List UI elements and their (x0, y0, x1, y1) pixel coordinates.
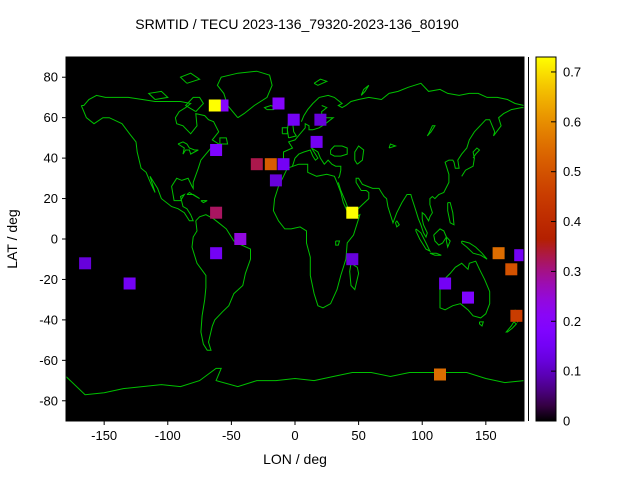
y-tick-label: -40 (39, 312, 58, 327)
data-point (210, 206, 223, 219)
coastline (394, 220, 400, 228)
colorbar-border (535, 56, 557, 422)
colorbar-tick-label: 0.3 (563, 264, 581, 279)
data-point (434, 368, 446, 381)
x-tick-label: 100 (411, 428, 433, 443)
colorbar (536, 57, 556, 421)
colorbar-tick-label: 0.2 (563, 314, 581, 329)
data-point (208, 99, 221, 112)
data-point (346, 206, 359, 219)
colorbar-tick-label: 0.7 (563, 64, 581, 79)
colorbar-tick-label: 0.5 (563, 164, 581, 179)
coastline (439, 260, 491, 319)
data-point (514, 249, 524, 262)
data-point (264, 158, 277, 171)
x-tick-label: -50 (222, 428, 241, 443)
data-point (505, 263, 518, 276)
coastline (191, 214, 251, 351)
data-point (272, 97, 285, 110)
coastline (219, 137, 229, 145)
coastline (272, 163, 361, 309)
data-point (250, 158, 263, 171)
data-point (210, 247, 223, 260)
coastline (330, 145, 348, 157)
coastline (186, 191, 200, 200)
y-tick-label: 20 (44, 191, 58, 206)
coastline (461, 240, 488, 260)
data-point (123, 277, 136, 290)
x-tick-label: 0 (291, 428, 298, 443)
coastline (300, 82, 524, 122)
chart-title: SRMTID / TECU 2023-136_79320-2023-136_80… (135, 16, 459, 32)
colorbar-tick-label: 0.1 (563, 364, 581, 379)
coastline (281, 127, 288, 135)
y-tick-label: -60 (39, 353, 58, 368)
data-point (287, 113, 300, 126)
coastline (461, 147, 481, 177)
data-point (492, 247, 505, 260)
coastline (184, 96, 205, 113)
x-tick-label: -150 (91, 428, 117, 443)
x-tick-label: 150 (475, 428, 497, 443)
y-tick-label: -80 (39, 393, 58, 408)
coastline (349, 262, 360, 291)
data-point (234, 233, 247, 245)
coastline (433, 228, 447, 246)
coastline (313, 78, 329, 86)
coastline (388, 143, 398, 149)
data-point (346, 253, 359, 266)
coastline (179, 72, 201, 84)
data-point (439, 277, 452, 290)
data-point (310, 135, 323, 148)
coastline (335, 240, 341, 246)
coastline (80, 94, 220, 222)
coastline (505, 321, 518, 333)
coastline (354, 145, 365, 165)
y-tick-label: 60 (44, 110, 58, 125)
x-tick-label: -100 (155, 428, 181, 443)
data-point (510, 309, 523, 322)
coastline (429, 252, 442, 256)
coastline (360, 84, 370, 96)
coastline (447, 202, 455, 226)
data-point (269, 174, 282, 187)
x-axis-label: LON / deg (263, 451, 327, 467)
coastline (426, 125, 436, 137)
coastline (200, 200, 208, 204)
map-background (66, 57, 524, 421)
coastline (479, 321, 484, 327)
data-point (210, 144, 223, 156)
coastline (292, 147, 342, 179)
data-point (277, 158, 290, 171)
data-point (462, 291, 474, 304)
y-axis-label: LAT / deg (4, 209, 20, 268)
coastline (147, 90, 169, 100)
y-tick-label: 0 (51, 232, 58, 247)
colorbar-tick-label: 0 (563, 414, 570, 429)
coastline (177, 141, 199, 155)
data-point (79, 257, 92, 270)
x-tick-label: 50 (351, 428, 365, 443)
coastline (445, 236, 451, 249)
colorbar-tick-label: 0.4 (563, 214, 581, 229)
data-point (314, 113, 327, 126)
coastline (415, 228, 431, 253)
y-tick-label: 40 (44, 151, 58, 166)
y-tick-label: -20 (39, 272, 58, 287)
colorbar-tick-label: 0.6 (563, 114, 581, 129)
coastline (216, 70, 273, 119)
coastline (337, 107, 524, 239)
y-tick-label: 80 (44, 70, 58, 85)
